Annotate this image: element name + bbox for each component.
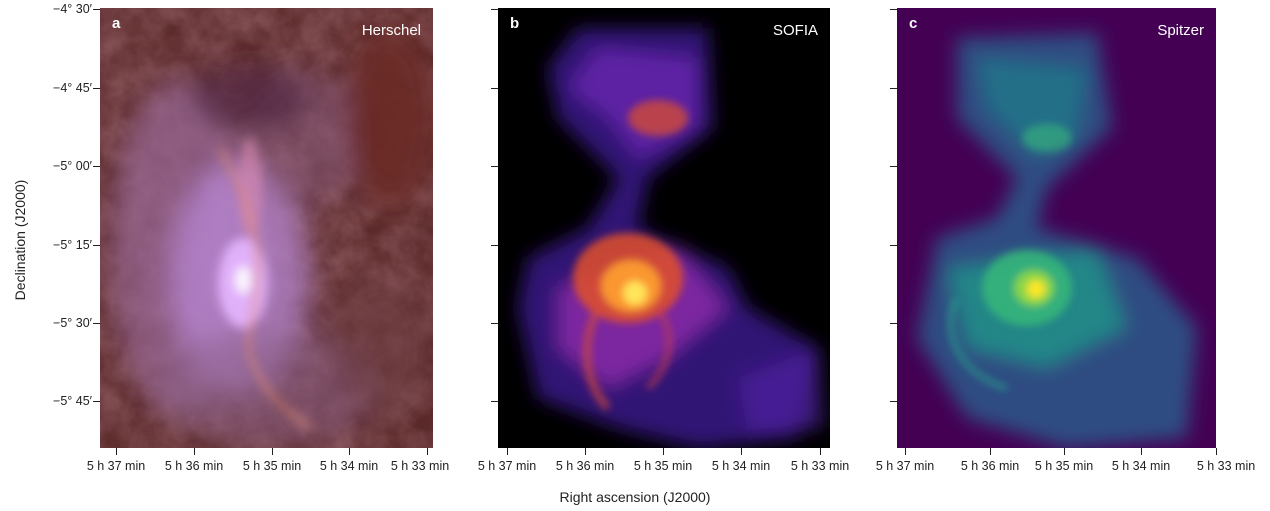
y-tick-mark xyxy=(491,166,498,167)
x-tick-label: 5 h 36 min xyxy=(164,459,224,473)
x-tick-mark xyxy=(905,448,906,455)
x-tick-label: 5 h 35 min xyxy=(1034,459,1094,473)
panel-title: Herschel xyxy=(361,22,421,39)
panel-title: Spitzer xyxy=(1157,22,1204,39)
panel-letter: b xyxy=(510,15,520,32)
x-tick-label: 5 h 36 min xyxy=(960,459,1020,473)
x-tick-label: 5 h 33 min xyxy=(390,459,450,473)
x-tick-mark xyxy=(1141,448,1142,455)
x-tick-mark xyxy=(990,448,991,455)
x-tick-mark xyxy=(1064,448,1065,455)
x-tick-mark xyxy=(349,448,350,455)
spitzer-image xyxy=(897,8,1216,448)
x-tick-label: 5 h 34 min xyxy=(711,459,771,473)
x-tick-mark xyxy=(507,448,508,455)
x-tick-mark xyxy=(1216,448,1217,455)
y-tick-mark xyxy=(93,166,100,167)
y-tick-mark xyxy=(93,9,100,10)
y-tick-mark xyxy=(93,245,100,246)
x-tick-mark xyxy=(194,448,195,455)
y-tick-mark xyxy=(93,323,100,324)
x-tick-label: 5 h 34 min xyxy=(1111,459,1171,473)
y-tick-mark xyxy=(491,9,498,10)
y-tick-mark xyxy=(491,88,498,89)
x-tick-mark xyxy=(820,448,821,455)
y-tick-label: −5° 15′ xyxy=(53,238,92,252)
x-tick-mark xyxy=(427,448,428,455)
x-tick-label: 5 h 35 min xyxy=(633,459,693,473)
x-tick-label: 5 h 37 min xyxy=(875,459,935,473)
x-tick-label: 5 h 33 min xyxy=(1196,459,1256,473)
sofia-image xyxy=(498,8,830,448)
y-tick-label: −5° 45′ xyxy=(53,394,92,408)
spitzer-panel: c Spitzer xyxy=(897,8,1216,448)
panel-letter: c xyxy=(909,15,918,32)
y-tick-label: −5° 00′ xyxy=(53,159,92,173)
y-tick-mark xyxy=(491,323,498,324)
x-tick-label: 5 h 37 min xyxy=(86,459,146,473)
x-tick-label: 5 h 36 min xyxy=(555,459,615,473)
x-tick-mark xyxy=(116,448,117,455)
y-tick-label: −4° 30′ xyxy=(53,2,92,16)
panel-title: SOFIA xyxy=(772,22,818,39)
y-axis-label: Declination (J2000) xyxy=(12,179,28,301)
y-tick-mark xyxy=(890,245,897,246)
x-tick-label: 5 h 37 min xyxy=(477,459,537,473)
x-tick-mark xyxy=(585,448,586,455)
y-tick-mark xyxy=(890,323,897,324)
y-tick-mark xyxy=(93,88,100,89)
y-tick-mark xyxy=(93,401,100,402)
x-tick-label: 5 h 34 min xyxy=(319,459,379,473)
y-tick-mark xyxy=(890,401,897,402)
x-tick-label: 5 h 35 min xyxy=(242,459,302,473)
x-tick-mark xyxy=(663,448,664,455)
y-tick-label: −5° 30′ xyxy=(53,316,92,330)
y-tick-mark xyxy=(890,88,897,89)
y-tick-mark xyxy=(890,166,897,167)
x-axis-label: Right ascension (J2000) xyxy=(559,489,711,505)
herschel-image xyxy=(100,8,433,448)
x-tick-mark xyxy=(741,448,742,455)
sofia-panel: b SOFIA xyxy=(498,8,830,448)
y-tick-mark xyxy=(491,401,498,402)
y-tick-label: −4° 45′ xyxy=(53,81,92,95)
herschel-panel: a Herschel xyxy=(100,8,433,448)
y-tick-mark xyxy=(491,245,498,246)
x-tick-mark xyxy=(272,448,273,455)
x-tick-label: 5 h 33 min xyxy=(790,459,850,473)
y-tick-mark xyxy=(890,9,897,10)
panel-letter: a xyxy=(112,15,121,32)
